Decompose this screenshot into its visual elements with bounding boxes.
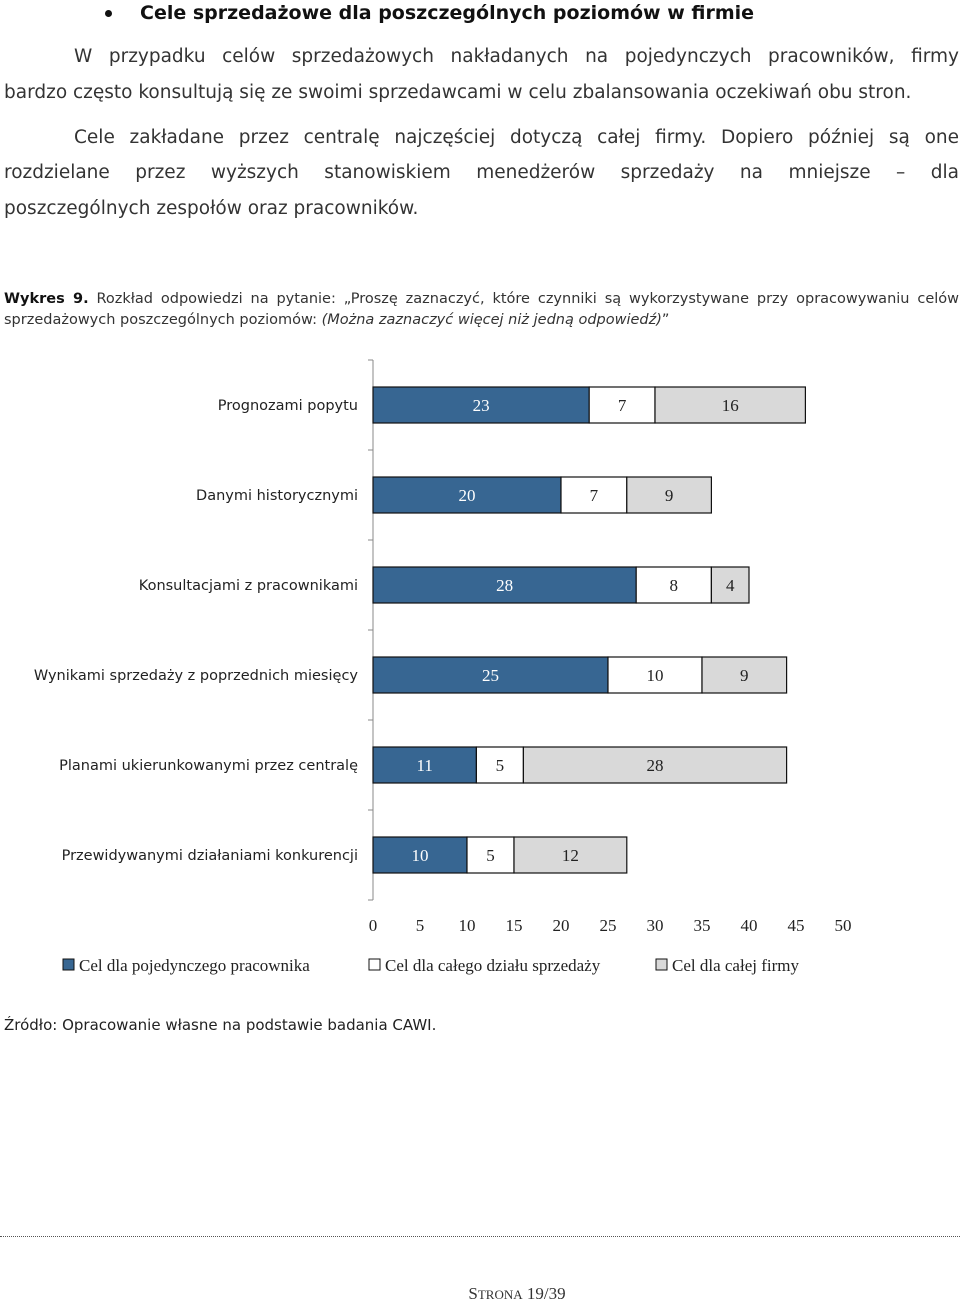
x-tick-label: 15 bbox=[506, 916, 523, 935]
legend-swatch bbox=[655, 958, 668, 971]
category-label: Danymi historycznymi bbox=[196, 488, 358, 504]
bar-segment bbox=[372, 476, 562, 514]
figure-caption-text: Rozkład odpowiedzi na pytanie: „Proszę z… bbox=[4, 291, 959, 328]
data-label: 28 bbox=[496, 576, 513, 595]
category-label: Konsultacjami z pracownikami bbox=[139, 578, 358, 594]
paragraph-1-line-2: bardzo często konsultują się ze swoimi s… bbox=[4, 82, 912, 103]
x-tick-label: 35 bbox=[694, 916, 711, 935]
data-label: 16 bbox=[722, 396, 739, 415]
legend-swatch bbox=[62, 958, 75, 971]
x-tick-label: 50 bbox=[835, 916, 852, 935]
page-footer: STRONA 19/39 bbox=[0, 1284, 960, 1304]
bar-segment bbox=[635, 566, 713, 604]
x-tick-label: 20 bbox=[553, 916, 570, 935]
data-label: 7 bbox=[618, 396, 627, 415]
data-label: 4 bbox=[726, 576, 735, 595]
footer-strona-initial: S bbox=[468, 1284, 478, 1303]
category-label: Planami ukierunkowanymi przez centralę bbox=[59, 758, 358, 774]
bar-segment bbox=[522, 746, 788, 784]
section-heading-text: Cele sprzedażowe dla poszczególnych pozi… bbox=[140, 2, 755, 24]
x-tick-label: 5 bbox=[416, 916, 425, 935]
section-heading: Cele sprzedażowe dla poszczególnych pozi… bbox=[105, 0, 754, 26]
footer-divider bbox=[0, 1236, 960, 1237]
figure-caption: Wykres 9. Rozkład odpowiedzi na pytanie:… bbox=[4, 289, 959, 331]
data-label: 20 bbox=[459, 486, 476, 505]
source-note: Źródło: Opracowanie własne na podstawie … bbox=[4, 1016, 437, 1034]
data-label: 5 bbox=[486, 846, 495, 865]
data-label: 7 bbox=[590, 486, 599, 505]
figure-caption-note: (Można zaznaczyć więcej niż jedną odpowi… bbox=[321, 312, 662, 328]
bullet-icon bbox=[105, 10, 112, 17]
bar-segment bbox=[372, 746, 478, 784]
data-label: 25 bbox=[482, 666, 499, 685]
x-tick-label: 40 bbox=[741, 916, 758, 935]
bar-segment bbox=[710, 566, 750, 604]
x-tick-label: 30 bbox=[647, 916, 664, 935]
bar-segment bbox=[372, 656, 609, 694]
category-label: Przewidywanymi działaniami konkurencji bbox=[62, 848, 358, 864]
data-label: 10 bbox=[412, 846, 429, 865]
data-label: 23 bbox=[473, 396, 490, 415]
legend-swatch bbox=[368, 958, 381, 971]
paragraph-1-line-1: W przypadku celów sprzedażowych nakładan… bbox=[74, 46, 959, 67]
data-label: 11 bbox=[417, 756, 433, 775]
bar-segment bbox=[588, 386, 656, 424]
x-tick-label: 0 bbox=[369, 916, 378, 935]
bar-segment bbox=[654, 386, 806, 424]
data-label: 9 bbox=[740, 666, 749, 685]
data-label: 5 bbox=[496, 756, 505, 775]
data-label: 12 bbox=[562, 846, 579, 865]
legend-label: Cel dla całej firmy bbox=[672, 956, 799, 975]
figure-caption-closing: ” bbox=[661, 312, 670, 328]
bar-segment bbox=[372, 386, 590, 424]
bar-segment bbox=[513, 836, 628, 874]
x-tick-label: 10 bbox=[459, 916, 476, 935]
paragraph-2-line-1: Cele zakładane przez centralę najczęście… bbox=[74, 127, 959, 148]
bar-segment bbox=[701, 656, 788, 694]
bar-segment bbox=[372, 836, 468, 874]
paragraph-2-line-2: rozdzielane przez wyższych stanowiskiem … bbox=[4, 162, 959, 183]
paragraph-2-line-3: poszczególnych zespołów oraz pracowników… bbox=[4, 198, 419, 219]
stacked-bar-chart: Prognozami popytu 23 7 16 Danymi historyczny… bbox=[34, 359, 852, 975]
x-tick-label: 45 bbox=[788, 916, 805, 935]
legend-label: Cel dla całego działu sprzedaży bbox=[385, 956, 601, 975]
category-label: Wynikami sprzedaży z poprzednich miesięc… bbox=[34, 668, 359, 684]
category-label: Prognozami popytu bbox=[218, 398, 358, 414]
data-label: 9 bbox=[665, 486, 674, 505]
page-number: 19/39 bbox=[526, 1284, 566, 1303]
data-label: 28 bbox=[647, 756, 664, 775]
bar-segment bbox=[626, 476, 712, 514]
x-tick-label: 25 bbox=[600, 916, 617, 935]
data-label: 8 bbox=[670, 576, 679, 595]
bar-segment bbox=[560, 476, 628, 514]
data-label: 10 bbox=[647, 666, 664, 685]
figure-caption-label: Wykres 9. bbox=[4, 291, 89, 307]
legend-label: Cel dla pojedynczego pracownika bbox=[79, 956, 310, 975]
footer-strona-rest: TRONA bbox=[477, 1287, 523, 1302]
